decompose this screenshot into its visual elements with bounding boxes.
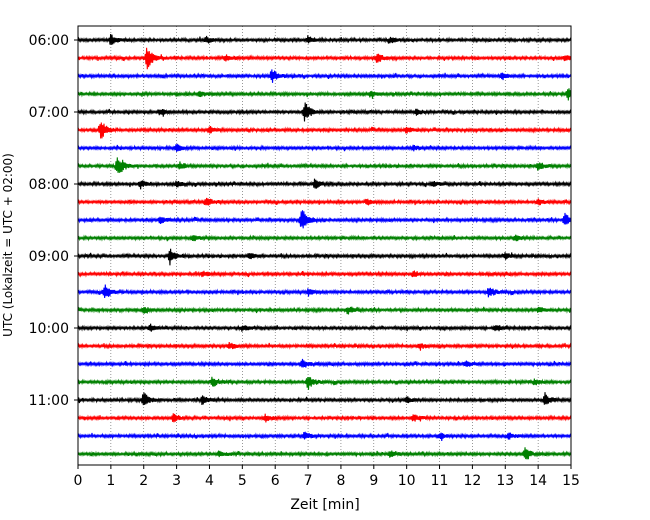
trace-07:30 [77, 143, 572, 152]
trace-10:00 [77, 323, 572, 332]
trace-08:30 [77, 210, 572, 229]
x-axis-label: Zeit [min] [290, 497, 359, 513]
y-tick-label-07:00: 07:00 [29, 105, 69, 121]
plot-frame [77, 25, 572, 466]
x-tick-label-14: 14 [529, 473, 547, 489]
trace-10:15 [77, 341, 572, 351]
trace-10:45 [77, 376, 572, 390]
trace-08:15 [77, 197, 572, 206]
trace-09:30 [77, 284, 572, 298]
trace-10:30 [77, 358, 572, 368]
x-tick-label-10: 10 [398, 473, 416, 489]
x-tick-label-9: 9 [369, 473, 378, 489]
trace-06:15 [77, 47, 572, 70]
y-tick-label-11:00: 11:00 [29, 393, 69, 409]
y-axis: 06:00 07:00 08:00 09:00 10:00 11:00 [29, 33, 78, 409]
x-tick-label-1: 1 [106, 473, 115, 489]
x-tick-label-13: 13 [496, 473, 514, 489]
x-tick-label-0: 0 [74, 473, 83, 489]
x-tick-label-8: 8 [336, 473, 345, 489]
grid-lines [110, 26, 539, 465]
trace-06:30 [77, 69, 572, 83]
x-tick-label-4: 4 [205, 473, 214, 489]
y-tick-label-06:00: 06:00 [29, 33, 69, 49]
x-tick-label-2: 2 [139, 473, 148, 489]
x-axis: 0 1 2 3 4 5 6 7 8 9 10 11 12 13 14 15 [74, 465, 580, 489]
x-tick-label-5: 5 [238, 473, 247, 489]
trace-07:00 [77, 102, 572, 122]
trace-11:30 [77, 431, 572, 442]
trace-11:15 [77, 413, 572, 423]
trace-08:00 [77, 178, 572, 190]
trace-08:45 [77, 234, 572, 242]
y-axis-label: UTC (Lokalzeit = UTC + 02:00) [1, 153, 15, 337]
x-tick-label-6: 6 [271, 473, 280, 489]
trace-11:00 [77, 392, 572, 406]
x-tick-label-7: 7 [304, 473, 313, 489]
y-tick-label-10:00: 10:00 [29, 321, 69, 337]
x-tick-label-12: 12 [463, 473, 481, 489]
trace-06:45 [77, 88, 572, 101]
x-tick-label-3: 3 [172, 473, 181, 489]
trace-lines [77, 34, 572, 460]
trace-09:00 [77, 248, 572, 266]
trace-11:45 [77, 447, 572, 460]
x-tick-label-11: 11 [431, 473, 449, 489]
trace-09:45 [77, 306, 572, 315]
trace-07:15 [77, 122, 572, 139]
y-tick-label-08:00: 08:00 [29, 177, 69, 193]
trace-09:15 [77, 270, 572, 278]
trace-07:45 [77, 157, 572, 173]
x-tick-label-15: 15 [562, 473, 580, 489]
trace-06:00 [77, 34, 572, 45]
y-tick-label-09:00: 09:00 [29, 249, 69, 265]
